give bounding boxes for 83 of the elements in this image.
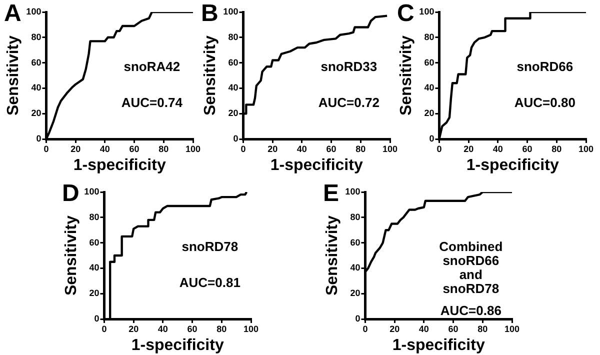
y-tick-label: 0: [94, 313, 100, 324]
x-tick-label: 20: [268, 144, 278, 154]
y-axis-title: Sensitivity: [324, 215, 342, 296]
y-tick-label: 0: [36, 133, 42, 144]
x-tick-label: 60: [187, 324, 198, 334]
y-tick-label: 100: [84, 186, 100, 196]
x-tick-label: 80: [216, 324, 227, 334]
y-tick-label: 80: [228, 32, 238, 42]
y-tick-label: 80: [424, 32, 434, 42]
y-tick-label: 20: [31, 108, 42, 118]
y-tick-label: 20: [424, 108, 434, 118]
y-axis-title: Sensitivity: [63, 215, 80, 296]
x-tick-label: 0: [436, 144, 442, 154]
x-axis-title: 1-specificity: [466, 156, 559, 174]
annotation: snoRD33: [320, 59, 378, 74]
y-tick-label: 40: [350, 262, 360, 273]
x-axis-title: 1-specificity: [73, 156, 166, 174]
x-tick-label: 20: [390, 324, 400, 334]
y-tick-label: 40: [424, 82, 434, 93]
y-tick-label: 40: [228, 82, 238, 93]
annotation: AUC=0.72: [318, 95, 380, 110]
x-tick-label: 80: [158, 144, 169, 154]
y-tick-label: 60: [228, 57, 238, 68]
x-tick-label: 0: [240, 144, 246, 154]
x-tick-label: 0: [44, 144, 49, 154]
annotation: AUC=0.81: [179, 275, 240, 290]
x-tick-label: 100: [185, 144, 201, 154]
x-tick-label: 60: [129, 144, 140, 154]
y-tick-label: 80: [89, 212, 100, 222]
y-tick-label: 100: [345, 186, 360, 196]
x-tick-label: 0: [102, 324, 107, 334]
y-tick-label: 60: [31, 57, 42, 68]
x-tick-label: 80: [478, 324, 488, 334]
y-axis-title: Sensitivity: [202, 35, 220, 116]
x-tick-label: 20: [70, 144, 81, 154]
chart-title: E: [323, 180, 340, 208]
y-tick-label: 60: [424, 57, 434, 68]
x-tick-label: 60: [522, 144, 532, 154]
x-tick-label: 100: [504, 324, 520, 334]
y-tick-label: 60: [89, 237, 100, 248]
x-axis-title: 1-specificity: [131, 336, 224, 354]
annotation: AUC=0.80: [514, 95, 576, 110]
y-tick-label: 100: [26, 6, 42, 16]
chart-title: A: [4, 0, 22, 28]
y-tick-label: 40: [89, 262, 100, 273]
y-tick-label: 40: [31, 82, 42, 93]
x-tick-label: 60: [326, 144, 336, 154]
x-tick-label: 100: [578, 144, 594, 154]
x-tick-label: 60: [448, 324, 458, 334]
x-axis-title: 1-specificity: [270, 156, 363, 174]
y-tick-label: 100: [419, 6, 434, 16]
y-tick-label: 100: [223, 6, 238, 16]
annotation: AUC=0.86: [440, 303, 502, 318]
annotation: snoRD78: [182, 239, 238, 254]
y-tick-label: 60: [350, 237, 360, 248]
x-tick-label: 100: [382, 144, 398, 154]
x-tick-label: 0: [362, 324, 368, 334]
y-tick-label: 20: [228, 108, 238, 118]
x-tick-label: 80: [552, 144, 562, 154]
y-axis-title: Sensitivity: [5, 35, 22, 116]
x-tick-label: 40: [492, 144, 503, 154]
annotation: snoRA42: [124, 59, 180, 74]
y-tick-label: 80: [350, 212, 360, 222]
x-tick-label: 20: [464, 144, 474, 154]
chart-title: D: [62, 180, 80, 208]
annotation: Combined snoRD66 and snoRD78: [439, 239, 503, 296]
x-axis-title: 1-specificity: [392, 336, 485, 354]
x-tick-label: 40: [158, 324, 168, 334]
y-tick-label: 20: [350, 288, 360, 298]
y-tick-label: 80: [31, 32, 42, 42]
chart-title: B: [201, 0, 218, 28]
x-tick-label: 100: [243, 324, 259, 334]
y-tick-label: 20: [89, 288, 100, 298]
chart-title: C: [397, 0, 414, 28]
y-tick-label: 0: [355, 313, 360, 324]
y-axis-title: Sensitivity: [398, 35, 416, 116]
y-tick-label: 0: [429, 133, 434, 144]
x-tick-label: 40: [296, 144, 307, 154]
y-tick-label: 0: [233, 133, 238, 144]
x-tick-label: 20: [128, 324, 139, 334]
annotation: snoRD66: [516, 59, 574, 74]
annotation: AUC=0.74: [121, 95, 182, 110]
x-tick-label: 40: [100, 144, 110, 154]
